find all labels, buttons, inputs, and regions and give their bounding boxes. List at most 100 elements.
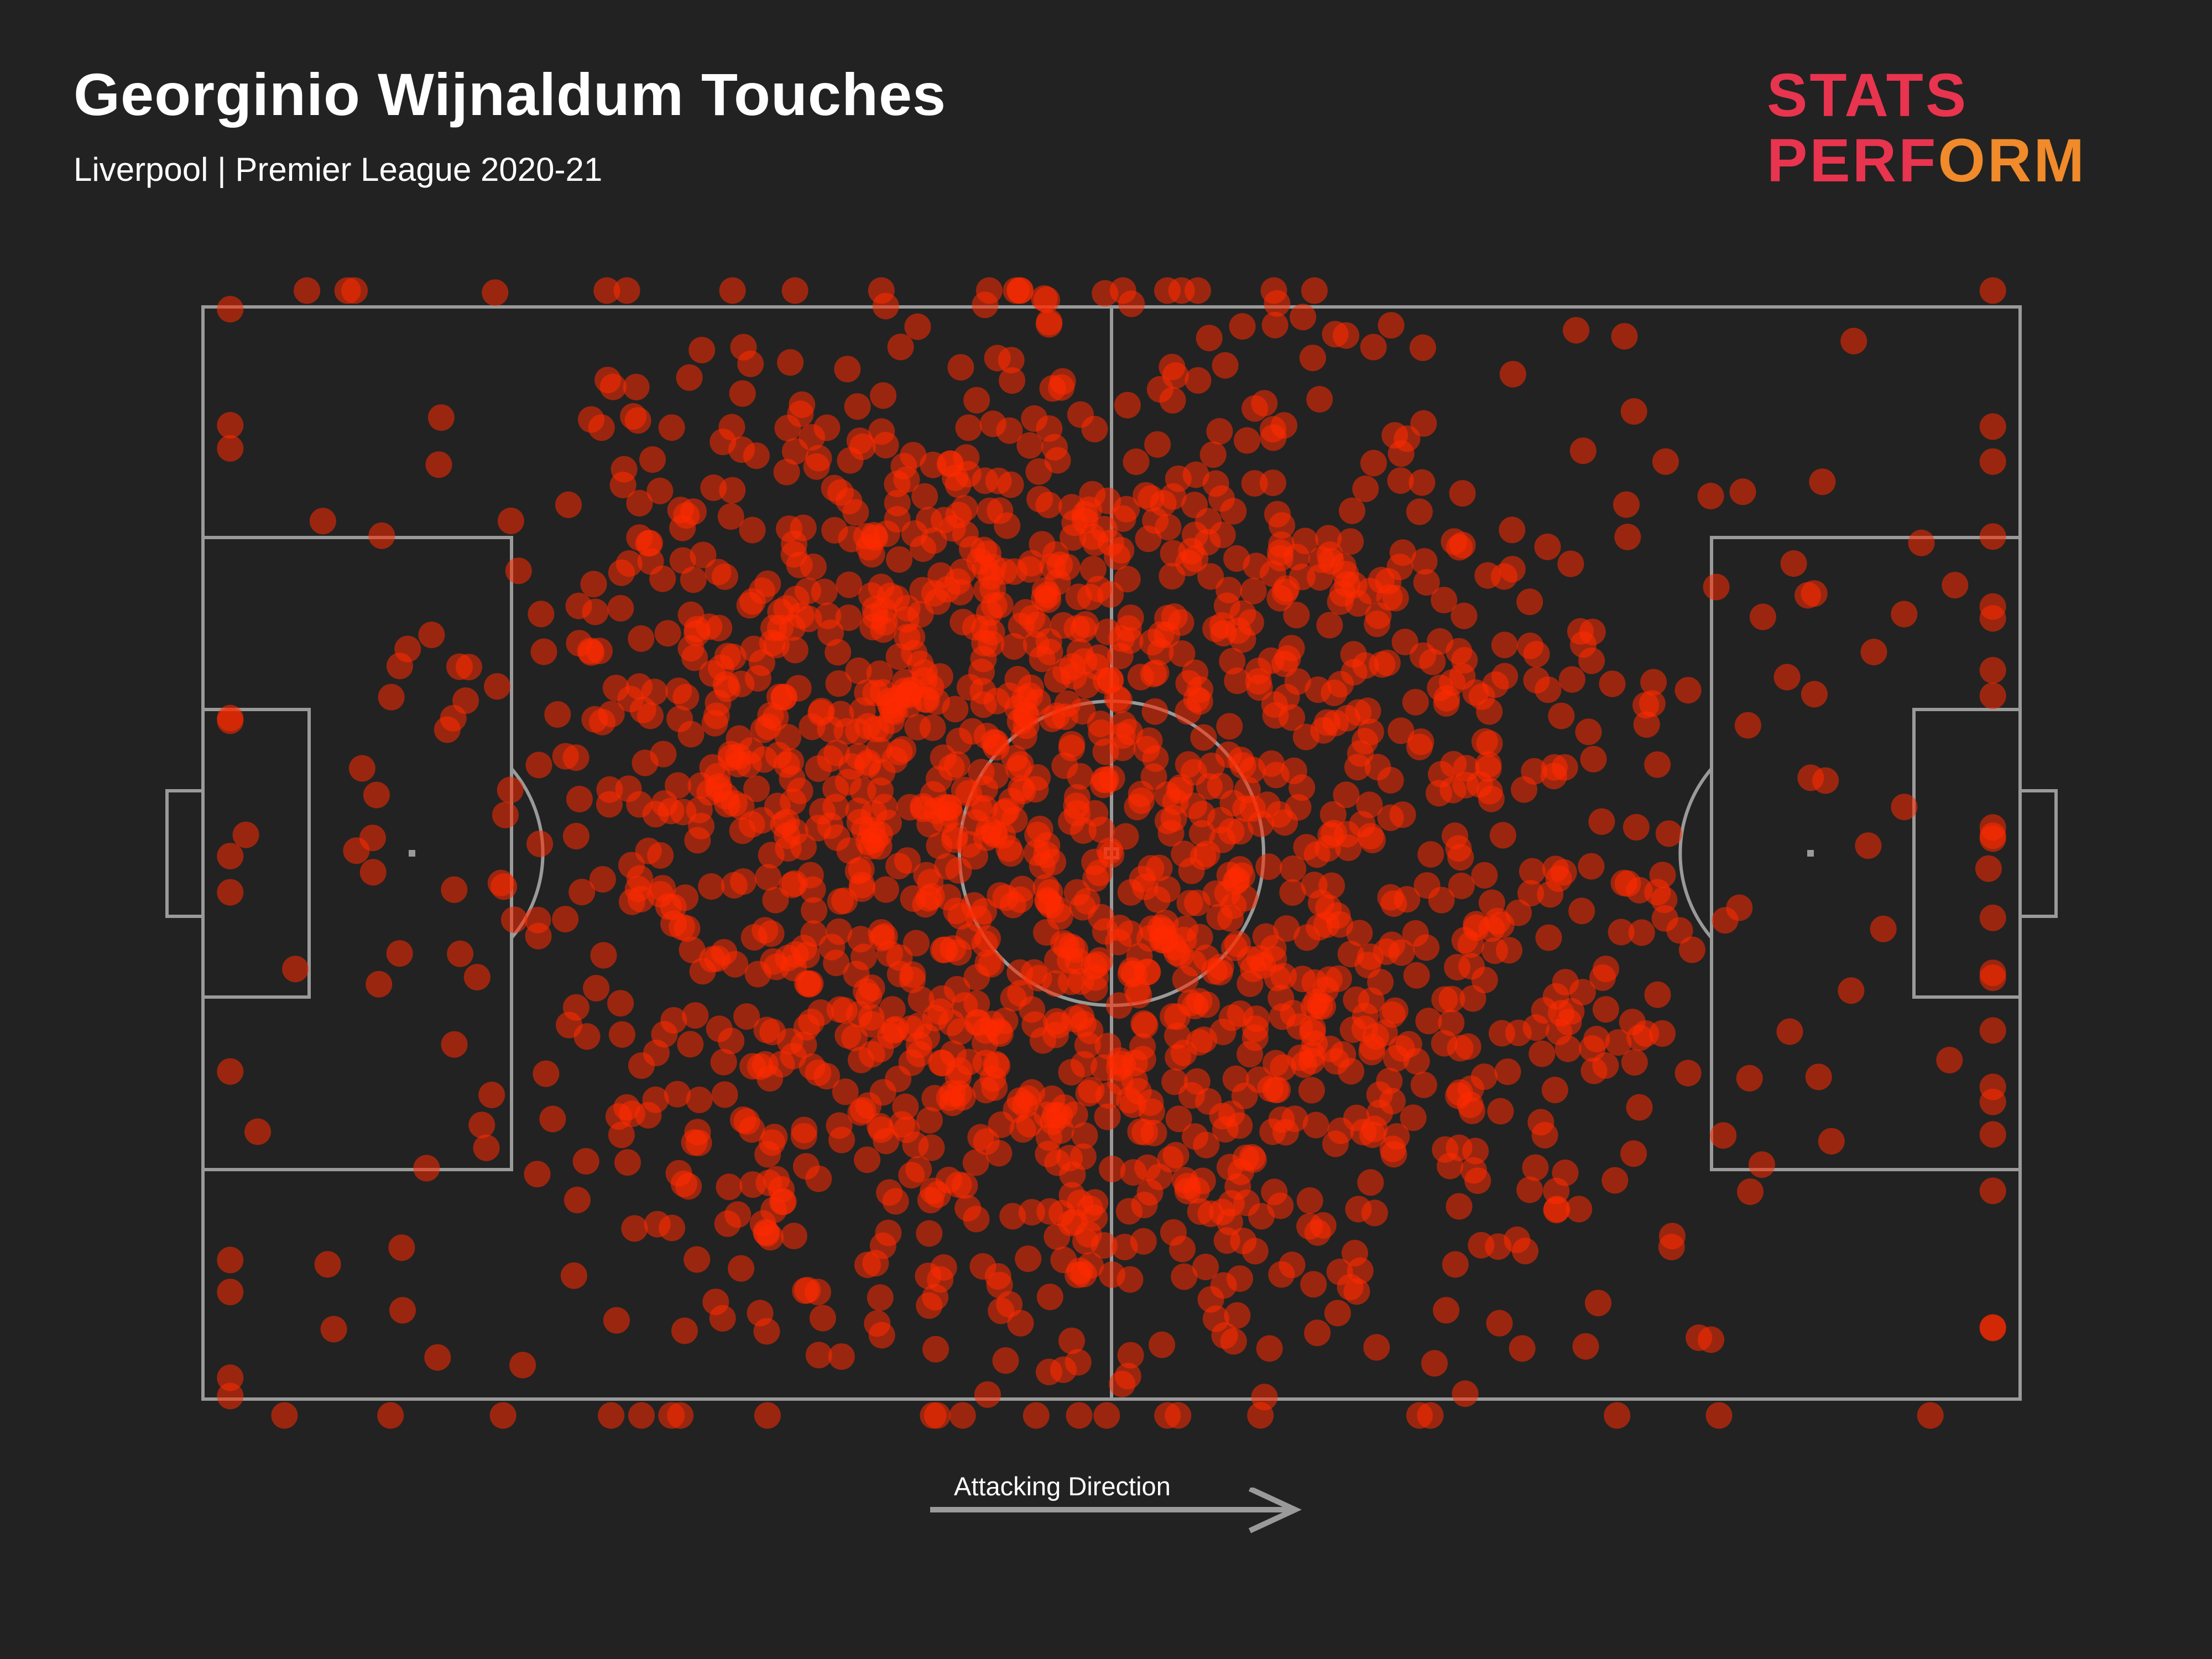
touch-point (526, 830, 554, 857)
touch-point (628, 1402, 655, 1429)
touch-point (1015, 1245, 1042, 1272)
touch-point (1146, 376, 1173, 403)
touch-point (1563, 317, 1590, 344)
touch-point (1067, 1190, 1093, 1216)
touch-point (718, 414, 745, 441)
touch-point (1240, 577, 1267, 604)
touch-point (1093, 1402, 1120, 1429)
touch-point (945, 1064, 972, 1091)
touch-point (1979, 682, 2006, 709)
touch-point (780, 1223, 807, 1249)
touch-point (1552, 1159, 1579, 1186)
touch-point (911, 659, 938, 686)
touch-point (672, 684, 700, 711)
touch-point (873, 876, 899, 903)
touch-point (1095, 1082, 1122, 1109)
touch-point (1051, 1094, 1078, 1121)
touch-point (1527, 1109, 1554, 1136)
touch-point (1979, 1314, 2006, 1342)
touch-point (1260, 277, 1287, 304)
touch-point (920, 1402, 947, 1429)
touch-point (1535, 676, 1562, 703)
touch-point (749, 577, 775, 604)
touch-point (1979, 825, 2006, 852)
touch-point (1094, 618, 1121, 645)
touch-point (564, 1186, 591, 1213)
touch-point (1086, 859, 1113, 886)
touch-point (841, 1024, 868, 1051)
touch-point (1686, 1324, 1713, 1351)
touch-point (671, 1317, 698, 1344)
touch-point (1489, 822, 1516, 849)
touch-point (1105, 1054, 1133, 1081)
touch-point (800, 920, 827, 947)
touch-point (468, 1112, 495, 1139)
touch-point (1310, 1212, 1337, 1239)
touch-point (717, 503, 744, 530)
touch-point (1360, 333, 1387, 361)
touch-point (1257, 1075, 1284, 1102)
touch-point (552, 906, 579, 932)
touch-point (1389, 539, 1416, 566)
touch-point (955, 414, 982, 441)
touch-point (1216, 713, 1243, 740)
touch-point (677, 1031, 704, 1058)
touch-point (1167, 941, 1194, 968)
touch-point (1262, 1050, 1290, 1077)
touch-point (1891, 794, 1918, 821)
touch-point (1621, 1049, 1648, 1076)
touch-point (1558, 666, 1585, 693)
goal-right (2018, 789, 2058, 918)
touch-point (747, 1053, 774, 1080)
touch-point (871, 923, 898, 950)
touch-point (1068, 1003, 1095, 1030)
touch-point (1632, 692, 1660, 719)
logo-letter: R (1987, 127, 2034, 195)
touch-point (1433, 1297, 1460, 1324)
touch-point (837, 447, 864, 474)
touch-point (1459, 1097, 1486, 1124)
touch-point (1541, 1077, 1568, 1103)
touch-point (1471, 862, 1498, 889)
touch-point (709, 1305, 736, 1332)
touch-point (1438, 985, 1465, 1013)
touch-point (1568, 898, 1595, 925)
touch-point (555, 491, 582, 518)
arrow-right-icon (930, 1488, 1302, 1533)
touch-point (588, 414, 615, 441)
touch-point (217, 435, 244, 462)
touch-point (1066, 1258, 1093, 1285)
touch-point (1447, 844, 1474, 871)
touch-point (938, 1009, 965, 1036)
touch-point (1141, 698, 1168, 725)
touch-point (1794, 582, 1822, 609)
touch-point (684, 827, 711, 854)
touch-point (1293, 834, 1320, 860)
touch-point (1979, 1121, 2006, 1148)
touch-point (848, 856, 875, 883)
touch-point (1094, 1103, 1121, 1130)
touch-point (1161, 1068, 1188, 1095)
touch-point (711, 1081, 738, 1108)
touch-point (1099, 1261, 1125, 1288)
touch-point (886, 546, 913, 573)
touch-point (1308, 546, 1335, 573)
touch-point (998, 347, 1025, 374)
touch-point (1476, 730, 1503, 757)
touch-point (1008, 612, 1035, 639)
touch-point (801, 897, 828, 924)
touch-point (1131, 1119, 1159, 1146)
touch-point (989, 822, 1016, 849)
touch-point (1099, 1155, 1126, 1182)
touch-point (1651, 905, 1678, 932)
touch-point (776, 1028, 804, 1055)
touch-point (714, 1210, 741, 1237)
touch-point (858, 1004, 885, 1031)
touch-point (891, 669, 919, 696)
touch-point (217, 412, 244, 439)
touch-point (755, 864, 781, 891)
touch-point (1147, 639, 1174, 665)
touch-point (721, 872, 748, 899)
touch-point (377, 1402, 404, 1429)
touch-point (985, 1140, 1013, 1167)
